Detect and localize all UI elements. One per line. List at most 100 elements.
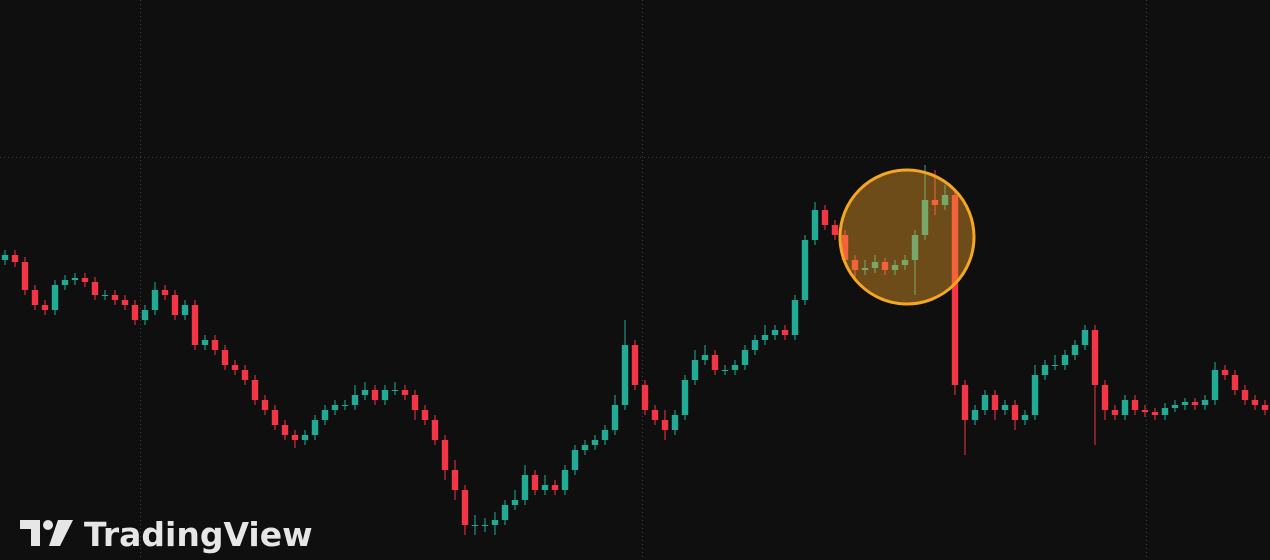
candles bbox=[1, 165, 1269, 535]
candle-body bbox=[1021, 415, 1029, 420]
candle-body bbox=[661, 420, 669, 430]
candle-body bbox=[881, 262, 889, 270]
candle-body bbox=[91, 282, 99, 295]
candle-body bbox=[381, 390, 389, 400]
candle-body bbox=[451, 470, 459, 490]
candle-body bbox=[801, 240, 809, 300]
candle-body bbox=[571, 450, 579, 470]
candle-body bbox=[831, 225, 839, 235]
candle-body bbox=[421, 410, 429, 420]
candle-body bbox=[741, 350, 749, 365]
candle-body bbox=[31, 290, 39, 305]
candle-body bbox=[521, 475, 529, 500]
candle-body bbox=[131, 305, 139, 320]
candle-body bbox=[951, 195, 959, 385]
candle-body bbox=[611, 405, 619, 430]
candle-body bbox=[781, 330, 789, 335]
candle-body bbox=[1121, 400, 1129, 415]
logo: TradingView bbox=[20, 515, 313, 554]
candle-body bbox=[361, 390, 369, 395]
candle-body bbox=[271, 410, 279, 425]
candle-body bbox=[1151, 412, 1159, 415]
candle-body bbox=[791, 300, 799, 335]
candle-body bbox=[531, 475, 539, 490]
candle-body bbox=[201, 340, 209, 345]
candle-body bbox=[761, 335, 769, 340]
candle-body bbox=[1, 255, 9, 260]
logo-icon bbox=[20, 520, 40, 546]
candle-body bbox=[771, 330, 779, 335]
candle-body bbox=[291, 435, 299, 440]
candle-body bbox=[1201, 400, 1209, 405]
candle-body bbox=[1231, 375, 1239, 390]
candle-body bbox=[711, 355, 719, 370]
candle-body bbox=[341, 405, 349, 406]
candle-body bbox=[1161, 408, 1169, 415]
candle-body bbox=[1251, 400, 1259, 405]
candle-body bbox=[871, 262, 879, 268]
candle-body bbox=[1211, 370, 1219, 400]
candle-body bbox=[511, 500, 519, 505]
candle-body bbox=[191, 305, 199, 345]
candle-body bbox=[231, 365, 239, 370]
candle-body bbox=[1091, 330, 1099, 385]
candle-body bbox=[311, 420, 319, 435]
candle-body bbox=[601, 430, 609, 440]
candle-body bbox=[1051, 365, 1059, 366]
highlight-circle bbox=[838, 168, 976, 306]
candle-body bbox=[471, 525, 479, 526]
candle-body bbox=[591, 440, 599, 445]
candle-body bbox=[731, 365, 739, 370]
candle-body bbox=[211, 340, 219, 350]
candle-body bbox=[251, 380, 259, 400]
candle-body bbox=[41, 305, 49, 310]
candle-body bbox=[861, 268, 869, 270]
candle-body bbox=[411, 395, 419, 410]
candle-body bbox=[991, 395, 999, 410]
candle-body bbox=[351, 395, 359, 405]
candle-body bbox=[71, 278, 79, 280]
candle-body bbox=[961, 385, 969, 420]
candle-body bbox=[261, 400, 269, 410]
candle-body bbox=[11, 255, 19, 262]
candle-body bbox=[851, 260, 859, 270]
candle-body bbox=[21, 262, 29, 290]
candle-body bbox=[51, 285, 59, 310]
candle-body bbox=[171, 295, 179, 315]
candle-body bbox=[111, 295, 119, 300]
candle-body bbox=[901, 260, 909, 265]
candle-body bbox=[671, 415, 679, 430]
candle-body bbox=[941, 195, 949, 205]
candle-body bbox=[501, 505, 509, 520]
candle-body bbox=[301, 435, 309, 440]
candle-body bbox=[981, 395, 989, 410]
candle-body bbox=[391, 390, 399, 391]
logo-icon bbox=[43, 520, 53, 530]
candle-body bbox=[431, 420, 439, 440]
candle-body bbox=[1191, 402, 1199, 405]
candle-body bbox=[1171, 405, 1179, 408]
candle-body bbox=[1141, 410, 1149, 412]
candle-body bbox=[141, 310, 149, 320]
watermark: TradingView bbox=[84, 515, 313, 554]
candle-body bbox=[721, 370, 729, 371]
candle-body bbox=[1081, 330, 1089, 345]
candle-body bbox=[971, 410, 979, 420]
candle-body bbox=[1131, 400, 1139, 410]
candle-body bbox=[121, 300, 129, 305]
candle-body bbox=[221, 350, 229, 365]
candle-body bbox=[281, 425, 289, 435]
candle-body bbox=[181, 305, 189, 315]
candle-body bbox=[551, 485, 559, 490]
candle-body bbox=[631, 345, 639, 385]
candle-body bbox=[1041, 365, 1049, 375]
candle-body bbox=[481, 525, 489, 526]
candle-body bbox=[161, 290, 169, 295]
candle-body bbox=[331, 405, 339, 410]
logo-icon bbox=[49, 520, 73, 546]
candle-body bbox=[1181, 402, 1189, 405]
candle-body bbox=[241, 370, 249, 380]
candle-body bbox=[921, 200, 929, 235]
candle-body bbox=[691, 360, 699, 380]
